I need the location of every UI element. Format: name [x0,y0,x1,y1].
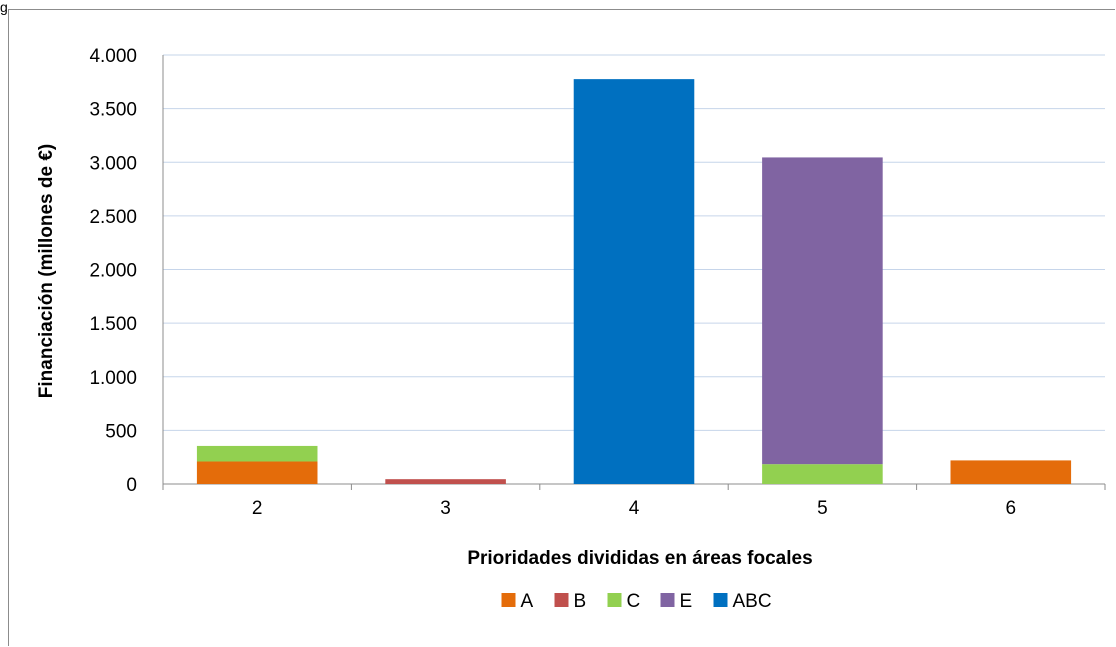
x-tick-label: 6 [1006,498,1017,519]
x-tick-label: 2 [252,498,263,519]
x-axis-label: Prioridades divididas en áreas focales [467,548,812,569]
y-axis-ticks: 0 500 1.000 1.500 2.000 2.500 3.000 3.500 4.000 [89,46,137,496]
y-axis-label: Financiación (millones de €) [36,144,57,398]
bar-A-2 [196,461,318,484]
bars [196,79,1072,484]
chart-frame [8,9,1115,646]
y-tick-label: 2.500 [89,207,137,228]
bar-A-6 [950,460,1072,484]
legend-swatch-C [607,593,622,607]
y-tick-label: 1.500 [89,314,137,335]
x-tick-label: 4 [629,498,640,519]
y-tick-label: 1.000 [89,368,137,389]
legend-swatch-B [554,593,569,607]
y-tick-label: 0 [126,475,137,496]
legend-label-C: C [627,591,641,612]
legend-label-ABC: ABC [733,591,772,612]
legend: A B C E ABC [501,591,772,612]
x-tick-label: 3 [440,498,451,519]
bar-E-5 [762,157,883,465]
legend-swatch-ABC [713,593,728,607]
bar-C-5 [762,464,883,484]
legend-label-A: A [521,591,534,612]
bar-C-2 [196,445,318,462]
legend-label-E: E [680,591,693,612]
legend-swatch-A [501,593,516,607]
bar-B-3 [385,479,506,484]
y-tick-label: 4.000 [89,46,137,67]
legend-label-B: B [574,591,587,612]
y-tick-label: 2.000 [89,261,137,282]
y-tick-label: 500 [105,421,137,442]
x-axis-ticks: 2 3 4 5 6 [162,484,1106,519]
y-tick-label: 3.000 [89,153,137,174]
corner-text: g [0,0,8,15]
legend-swatch-E [660,593,675,607]
x-tick-label: 5 [817,498,828,519]
y-tick-label: 3.500 [89,100,137,121]
bar-ABC-4 [573,79,695,484]
